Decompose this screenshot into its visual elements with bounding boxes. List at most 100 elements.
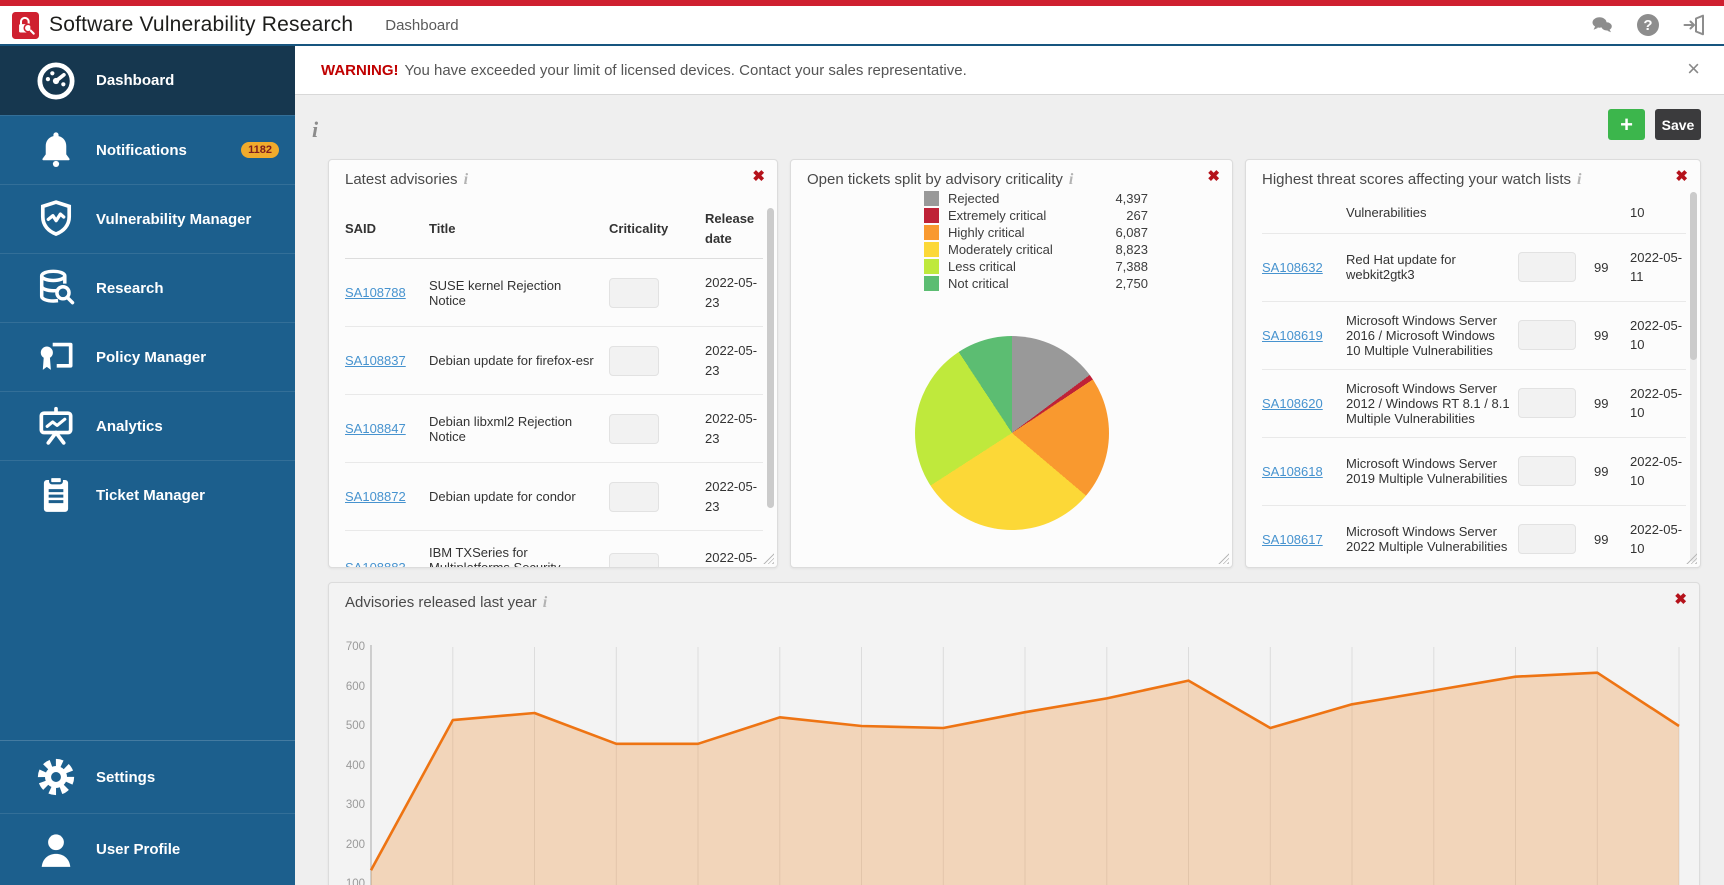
- legend-value: 7,388: [1115, 259, 1148, 274]
- certificate-icon: [34, 335, 78, 379]
- close-panel-icon[interactable]: ✖: [752, 168, 765, 185]
- sidebar-item-label: User Profile: [96, 841, 181, 858]
- legend-label: Moderately critical: [948, 242, 1053, 257]
- sidebar-item-notifications[interactable]: Notifications 1182: [0, 115, 295, 184]
- y-axis-tick-label: 400: [345, 759, 365, 772]
- app-logo-icon: [12, 11, 39, 39]
- legend-label: Not critical: [948, 276, 1009, 291]
- app-header: Software Vulnerability Research Dashboar…: [0, 6, 1724, 46]
- sidebar: Dashboard Notifications 1182 Vulnerability …: [0, 46, 295, 885]
- panel-scrollbar[interactable]: [767, 208, 774, 508]
- close-panel-icon[interactable]: ✖: [1674, 591, 1687, 608]
- release-date: 2022-05-23: [705, 550, 758, 565]
- threat-row: SA108617 Microsoft Windows Server 2022 Mu…: [1262, 506, 1686, 568]
- threat-score: 99: [1594, 327, 1609, 343]
- release-date: 2022-05-23: [705, 411, 758, 446]
- sidebar-item-settings[interactable]: Settings: [0, 741, 295, 813]
- criticality-bar: [1518, 456, 1576, 486]
- gear-icon: [34, 755, 78, 799]
- threat-score: 99: [1594, 531, 1609, 547]
- sidebar-item-label: Research: [96, 279, 164, 297]
- advisory-link[interactable]: SA108883: [345, 560, 406, 568]
- info-icon[interactable]: i: [1577, 171, 1582, 188]
- latest-advisories-panel: Latest advisories i ✖ SAID Title Critical…: [328, 159, 778, 568]
- legend-label: Rejected: [948, 191, 1000, 206]
- legend-label: Less critical: [948, 259, 1016, 274]
- close-panel-icon[interactable]: ✖: [1207, 168, 1220, 185]
- advisory-row: SA108847 Debian libxml2 Rejection Notice 2…: [345, 395, 763, 463]
- release-date: 2022-05-10: [1630, 385, 1683, 421]
- advisory-link[interactable]: SA108788: [345, 285, 406, 300]
- app-title: Software Vulnerability Research: [49, 13, 354, 36]
- advisory-link[interactable]: SA108847: [345, 421, 406, 436]
- warning-close-icon[interactable]: ×: [1687, 56, 1700, 81]
- clipboard-icon: [34, 473, 78, 517]
- legend-row: Not critical 2,750: [924, 275, 1148, 292]
- warning-banner: WARNING! You have exceeded your limit of…: [295, 46, 1724, 95]
- panel-title: Open tickets split by advisory criticali…: [807, 171, 1074, 188]
- criticality-bar: [609, 481, 659, 512]
- advisory-link[interactable]: SA108617: [1262, 531, 1323, 547]
- help-icon[interactable]: ?: [1636, 13, 1660, 37]
- threat-row: SA108619 Microsoft Windows Server 2016 / …: [1262, 302, 1686, 370]
- release-date: 2022-05-10: [1630, 521, 1683, 557]
- advisory-link[interactable]: SA108872: [345, 489, 406, 504]
- criticality-bar: [1518, 320, 1576, 350]
- panel-scrollbar[interactable]: [1690, 192, 1697, 360]
- sidebar-item-label: Dashboard: [96, 72, 175, 89]
- save-button[interactable]: Save: [1655, 109, 1701, 140]
- criticality-pie-chart[interactable]: [915, 336, 1109, 530]
- legend-swatch: [924, 191, 939, 206]
- legend-value: 267: [1126, 208, 1148, 223]
- advisory-link[interactable]: SA108618: [1262, 463, 1323, 479]
- sidebar-item-analytics[interactable]: Analytics: [0, 391, 295, 460]
- sidebar-item-user-profile[interactable]: User Profile: [0, 813, 295, 885]
- criticality-bar: [1518, 252, 1576, 282]
- presentation-chart-icon: [34, 404, 78, 448]
- advisory-title: Microsoft Windows Server 2016 / Microsof…: [1346, 312, 1497, 358]
- threat-scores-panel: Highest threat scores affecting your wat…: [1245, 159, 1701, 568]
- content-area: WARNING! You have exceeded your limit of…: [295, 46, 1724, 885]
- breadcrumb[interactable]: Dashboard: [385, 16, 459, 34]
- resize-grip-icon[interactable]: [1218, 553, 1229, 564]
- advisory-link[interactable]: SA108619: [1262, 327, 1323, 343]
- info-icon[interactable]: i: [463, 171, 469, 188]
- sidebar-item-ticket-manager[interactable]: Ticket Manager: [0, 460, 295, 529]
- resize-grip-icon[interactable]: [1686, 553, 1697, 564]
- criticality-bar: [609, 552, 659, 567]
- sidebar-item-vulnerability-manager[interactable]: Vulnerability Manager: [0, 184, 295, 253]
- shield-icon: [34, 197, 78, 241]
- release-date: 2022-05-23: [705, 275, 758, 310]
- panel-title: Advisories released last year i: [345, 594, 548, 611]
- criticality-bar: [609, 277, 659, 308]
- info-icon[interactable]: i: [1068, 171, 1074, 188]
- sidebar-item-policy-manager[interactable]: Policy Manager: [0, 322, 295, 391]
- legend-swatch: [924, 259, 939, 274]
- advisory-link[interactable]: SA108837: [345, 353, 406, 368]
- dashboard-toolbar: i + Save: [312, 109, 1701, 159]
- advisory-link[interactable]: SA108632: [1262, 259, 1323, 275]
- legend-value: 4,397: [1115, 191, 1148, 206]
- add-widget-button[interactable]: +: [1608, 109, 1645, 140]
- resize-grip-icon[interactable]: [763, 553, 774, 564]
- threat-row: SA108620 Microsoft Windows Server 2012 / …: [1262, 370, 1686, 438]
- sidebar-item-label: Ticket Manager: [96, 486, 205, 504]
- close-panel-icon[interactable]: ✖: [1675, 168, 1688, 185]
- pie-legend: Rejected 4,397 Extremely critical 267 Highly…: [924, 190, 1148, 292]
- advisory-row: SA108872 Debian update for condor 2022-05-…: [345, 463, 763, 531]
- sidebar-item-dashboard[interactable]: Dashboard: [0, 46, 295, 115]
- sidebar-item-research[interactable]: Research: [0, 253, 295, 322]
- info-icon[interactable]: i: [542, 594, 548, 611]
- sidebar-item-label: Settings: [96, 768, 156, 786]
- legend-swatch: [924, 208, 939, 223]
- table-header: SAID Title Criticality Release date: [345, 199, 763, 259]
- panel-title: Highest threat scores affecting your wat…: [1262, 171, 1582, 188]
- legend-label: Highly critical: [948, 225, 1025, 240]
- advisory-link[interactable]: SA108620: [1262, 395, 1323, 411]
- logout-icon[interactable]: [1682, 13, 1706, 37]
- dashboard-info-icon[interactable]: i: [312, 117, 319, 142]
- feedback-chat-icon[interactable]: [1590, 13, 1614, 37]
- open-tickets-panel: Open tickets split by advisory criticali…: [790, 159, 1233, 568]
- y-axis-tick-label: 100: [345, 878, 365, 885]
- gauge-icon: [34, 59, 78, 103]
